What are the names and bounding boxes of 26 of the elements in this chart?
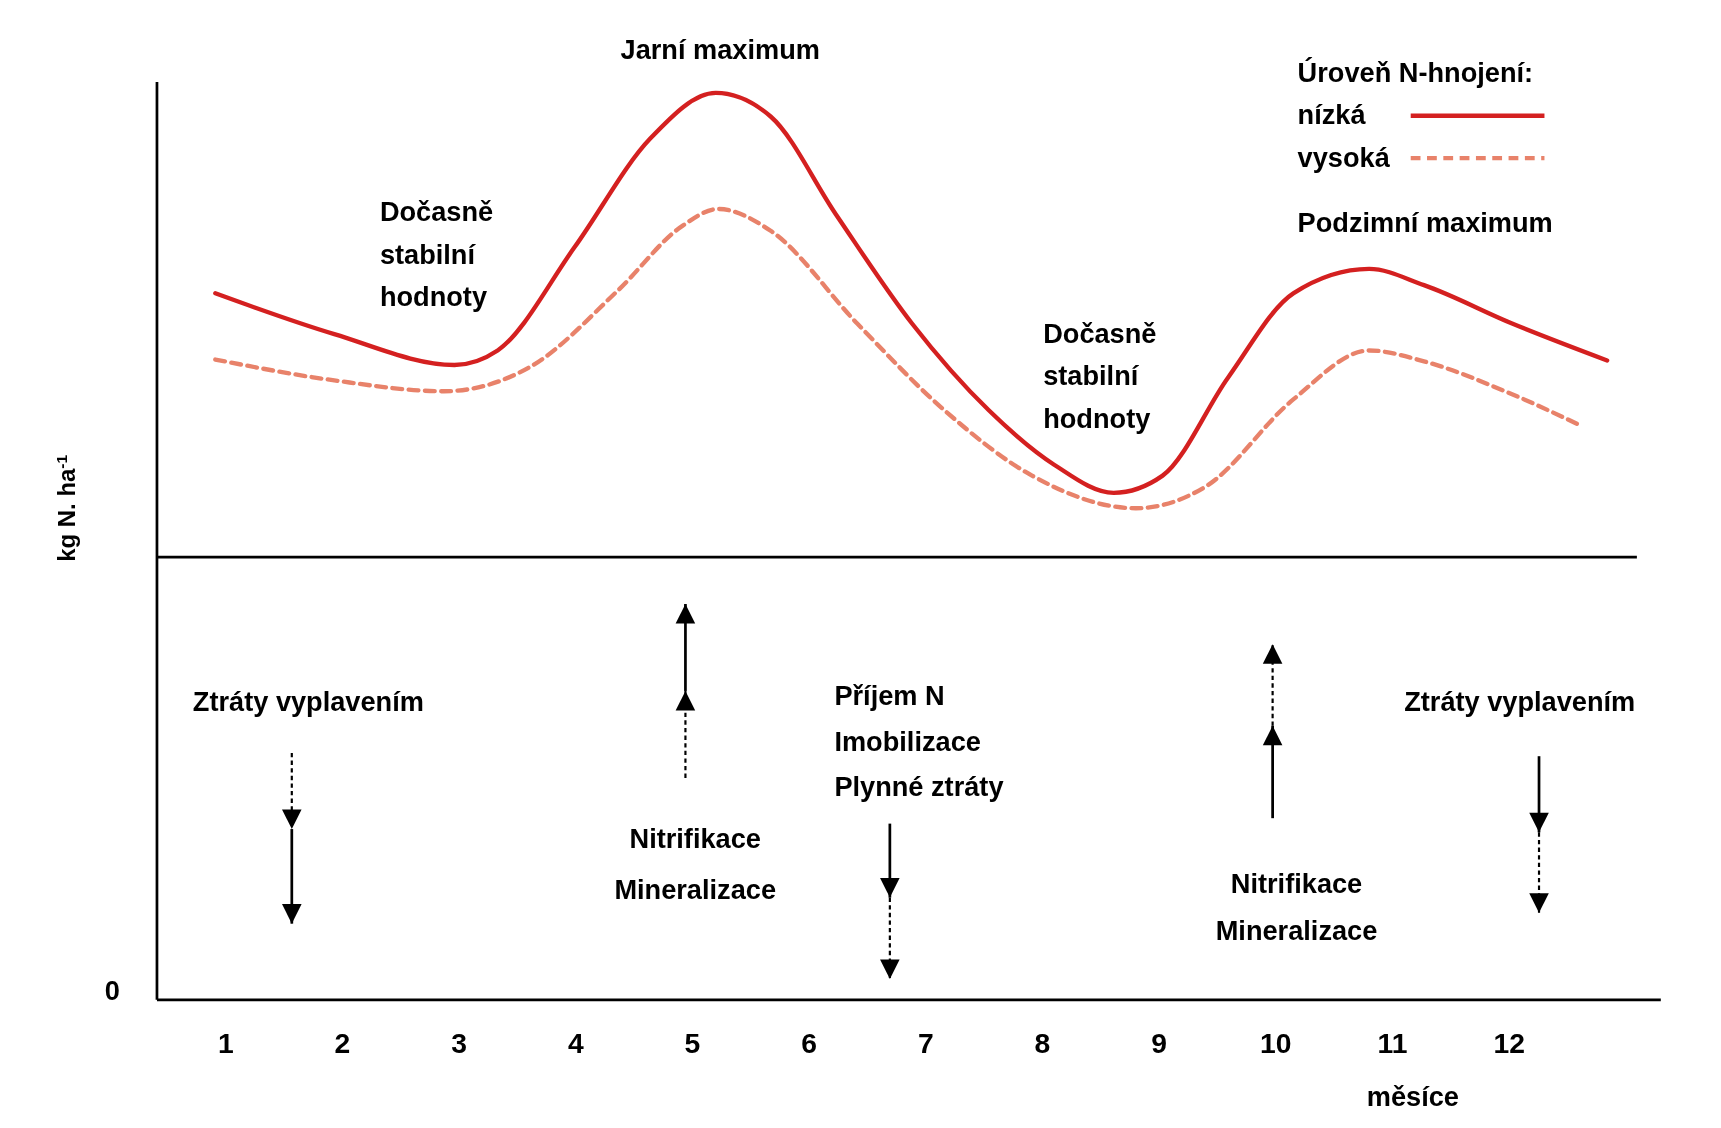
legend-title: Úroveň N-hnojení: [1297, 57, 1534, 89]
legend-label: nízká [1297, 99, 1367, 131]
x-tick-label: 3 [451, 1027, 467, 1060]
x-tick-label: 5 [684, 1027, 701, 1060]
annotation: Nitrifikace Mineralizace [1215, 868, 1378, 946]
x-tick-label: 1 [217, 1027, 234, 1060]
annotation: Ztráty vyplavením [192, 685, 424, 717]
x-tick-label: 10 [1260, 1027, 1292, 1060]
x-tick-label: 6 [801, 1027, 818, 1060]
text: 0 [104, 974, 120, 1006]
x-tick-label: 12 [1493, 1027, 1525, 1060]
text: Jarní maximum [620, 34, 820, 66]
annotation: Příjem N Imobilizace Plynné ztráty [834, 680, 1004, 803]
x-tick-label: 2 [334, 1027, 351, 1060]
annotation: Dočasně stabilní hodnoty [379, 196, 494, 313]
x-axis-title: měsíce [1366, 1081, 1459, 1113]
x-tick-label: 4 [567, 1027, 584, 1060]
annotation: Dočasně stabilní hodnoty [1043, 318, 1157, 434]
annotation: Podzimní maximum [1297, 207, 1553, 239]
annotation: Nitrifikace Mineralizace [614, 822, 777, 905]
annotation: Ztráty vyplavením [1404, 685, 1636, 717]
legend-label: vysoká [1297, 141, 1391, 173]
x-tick-label: 8 [1034, 1027, 1051, 1060]
x-tick-label: 9 [1151, 1027, 1168, 1060]
x-tick-label: 7 [917, 1027, 934, 1060]
x-tick-label: 11 [1377, 1027, 1408, 1060]
